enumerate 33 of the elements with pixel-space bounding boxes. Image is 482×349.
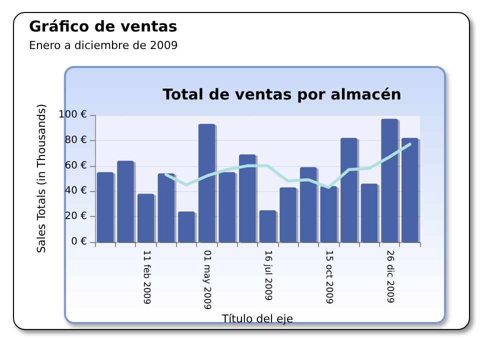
chart-title: Gráfico de ventas — [29, 18, 178, 36]
bar — [300, 167, 317, 242]
y-tick-label: 40 € — [64, 186, 87, 197]
chart-subtitle: Enero a diciembre de 2009 — [29, 39, 178, 52]
bar — [320, 186, 337, 242]
x-tick-label: 01 may 2009 — [202, 250, 212, 310]
line-series — [164, 142, 412, 189]
bar — [340, 138, 358, 242]
x-tick-label: 11 feb 2009 — [140, 250, 151, 305]
bar — [218, 172, 236, 242]
bar — [360, 184, 378, 242]
y-tick-label: 80 € — [64, 134, 87, 146]
bar — [198, 124, 216, 242]
bar — [158, 173, 174, 242]
bar — [117, 160, 134, 242]
bar — [178, 212, 195, 242]
bar — [96, 172, 114, 242]
text: Total de ventas por almacén — [162, 86, 402, 104]
bar — [280, 187, 296, 242]
x-tick-label: 26 dic 2009 — [384, 250, 395, 304]
bar — [381, 118, 398, 242]
x-tick-label: 15 oct 2009 — [324, 250, 334, 304]
bar — [239, 154, 256, 242]
bar — [259, 210, 276, 242]
y-tick-label: 100 € — [58, 110, 87, 120]
y-tick-label: 60 € — [64, 160, 87, 172]
bar — [402, 138, 418, 242]
x-axis-title: Título del eje — [220, 312, 294, 326]
bar — [137, 194, 154, 242]
x-tick-label: 16 jul 2009 — [262, 250, 273, 302]
y-tick-label: 20 € — [64, 211, 87, 222]
y-axis-title: Sales Totals (in Thousands) — [35, 104, 48, 254]
y-tick-label: 0 € — [71, 236, 87, 248]
